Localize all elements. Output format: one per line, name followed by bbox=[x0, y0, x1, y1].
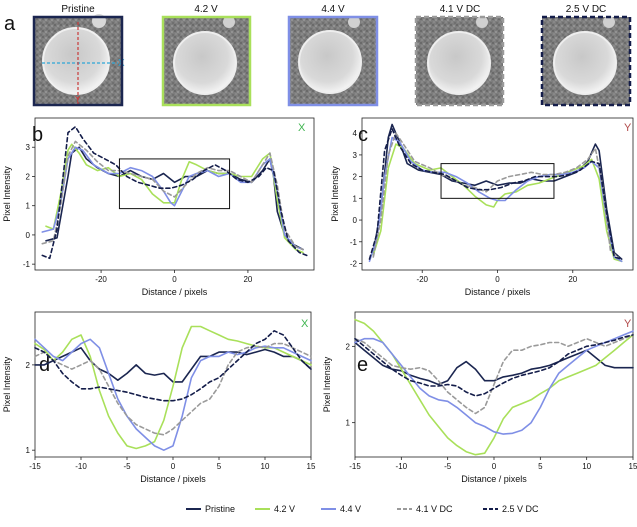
panel-label-b: b bbox=[32, 124, 43, 146]
x-tick-label-d: 5 bbox=[217, 462, 222, 471]
legend-label-pristine: Pristine bbox=[205, 504, 235, 514]
x-tick-label-e: 5 bbox=[538, 462, 543, 471]
y-axis-label-e: Pixel Intensity bbox=[322, 356, 332, 412]
x-tick-label-c: 20 bbox=[568, 275, 577, 284]
image-title-4-1v-dc: 4.1 V DC bbox=[440, 4, 481, 15]
image-title-4-4v: 4.4 V bbox=[321, 4, 345, 15]
series-line-v41dc-c bbox=[372, 132, 619, 258]
y-tick-label-c: 4 bbox=[353, 129, 358, 138]
image-4-1v-dc: 4.1 V DC bbox=[414, 4, 505, 107]
corner-label-d: X bbox=[301, 318, 309, 330]
corner-label-e: Y bbox=[624, 318, 632, 330]
x-tick-label-b: 20 bbox=[243, 275, 252, 284]
image-2-5v-dc: 2.5 V DC bbox=[540, 4, 632, 107]
x-tick-label-d: -15 bbox=[29, 462, 41, 471]
x-axis-label-b: Distance / pixels bbox=[142, 287, 208, 297]
legend-label-v41dc: 4.1 V DC bbox=[416, 504, 453, 514]
x-tick-label-d: 0 bbox=[171, 462, 176, 471]
y-tick-label-e: 1 bbox=[346, 419, 351, 428]
series-line-v25dc-e bbox=[354, 334, 634, 397]
x-tick-label-b: 0 bbox=[172, 275, 177, 284]
y-tick-label-d: 2 bbox=[26, 361, 31, 370]
series-line-v42-d bbox=[34, 325, 312, 450]
series-line-v41dc-d bbox=[34, 342, 312, 436]
zoom-box-c bbox=[440, 163, 555, 199]
series-line-pristine-c bbox=[372, 123, 623, 260]
y-tick-label-c: -1 bbox=[350, 238, 358, 247]
x-tick-label-e: 10 bbox=[582, 462, 591, 471]
series-line-v44-b bbox=[41, 146, 304, 251]
chart-panel-c: c -20 0 20 -2 -1 0 1 2 3 4 Distance / pixels Pixel … bbox=[330, 117, 634, 297]
y-tick-label-b: 3 bbox=[26, 143, 31, 152]
x-tick-label-e: 15 bbox=[629, 462, 637, 471]
x-tick-label-d: 15 bbox=[307, 462, 316, 471]
image-4-4v: 4.4 V bbox=[287, 4, 379, 107]
x-axis-label-c: Distance / pixels bbox=[465, 287, 531, 297]
legend-label-v44: 4.4 V bbox=[340, 504, 361, 514]
legend: Pristine 4.2 V 4.4 V 4.1 V DC 2.5 V DC bbox=[186, 504, 539, 514]
y-axis-label-c: Pixel Intensity bbox=[330, 166, 340, 222]
image-pristine: Pristine X Y bbox=[32, 4, 125, 107]
series-line-v44-e bbox=[354, 330, 634, 435]
image-4-2v: 4.2 V bbox=[161, 4, 252, 107]
y-marker-label: Y bbox=[75, 95, 81, 104]
y-tick-label-e: 2 bbox=[346, 342, 351, 351]
series-line-v25dc-c bbox=[368, 128, 623, 260]
y-tick-label-b: -1 bbox=[23, 260, 31, 269]
x-axis-label-e: Distance / pixels bbox=[461, 474, 527, 484]
panel-label-a: a bbox=[4, 13, 16, 35]
image-title-pristine: Pristine bbox=[61, 4, 95, 15]
corner-label-b: X bbox=[298, 122, 306, 134]
x-axis-label-d: Distance / pixels bbox=[140, 474, 206, 484]
legend-label-v25dc: 2.5 V DC bbox=[502, 504, 539, 514]
series-line-v42-e bbox=[354, 318, 634, 456]
series-line-pristine-d bbox=[34, 346, 312, 383]
y-tick-label-b: 2 bbox=[26, 172, 31, 181]
series-line-v25dc-d bbox=[34, 329, 312, 402]
series-line-v41dc-e bbox=[354, 334, 634, 415]
panel-label-c: c bbox=[358, 124, 368, 146]
series-line-v44-c bbox=[368, 136, 623, 263]
image-title-4-2v: 4.2 V bbox=[194, 4, 218, 15]
image-title-2-5v-dc: 2.5 V DC bbox=[566, 4, 607, 15]
plot-frame-c bbox=[361, 117, 634, 271]
x-tick-label-d: 10 bbox=[261, 462, 270, 471]
y-tick-label-c: -2 bbox=[350, 259, 358, 268]
x-tick-label-c: -20 bbox=[416, 275, 428, 284]
panel-label-e: e bbox=[357, 354, 368, 376]
y-tick-label-c: 2 bbox=[353, 173, 358, 182]
y-tick-label-b: 1 bbox=[26, 202, 31, 211]
y-tick-label-c: 1 bbox=[353, 194, 358, 203]
x-tick-label-d: -5 bbox=[123, 462, 131, 471]
x-tick-label-e: -10 bbox=[396, 462, 408, 471]
chart-panel-b: b -20 0 20 -1 0 1 2 3 Distance / pixels Pixel Int… bbox=[2, 117, 315, 297]
plot-frame-b bbox=[34, 117, 315, 271]
y-tick-label-c: 3 bbox=[353, 151, 358, 160]
x-tick-label-e: -5 bbox=[444, 462, 452, 471]
y-tick-label-b: 0 bbox=[26, 231, 31, 240]
y-tick-label-d: 1 bbox=[26, 446, 31, 455]
x-tick-label-e: -15 bbox=[349, 462, 361, 471]
y-axis-label-d: Pixel Intensity bbox=[2, 356, 12, 412]
x-tick-label-e: 0 bbox=[492, 462, 497, 471]
series-line-v25dc-b bbox=[41, 126, 308, 260]
series-line-v41dc-b bbox=[41, 140, 304, 251]
x-tick-label-d: -10 bbox=[75, 462, 87, 471]
series-line-v42-b bbox=[45, 143, 304, 254]
x-tick-label-c: 0 bbox=[495, 275, 500, 284]
chart-panel-e: e -15 -10 -5 0 5 10 15 1 2 Distance / pixels Pixel… bbox=[322, 311, 637, 484]
y-axis-label-b: Pixel Intensity bbox=[2, 166, 12, 222]
y-tick-label-c: 0 bbox=[353, 216, 358, 225]
series-line-v44-d bbox=[34, 338, 312, 452]
legend-label-v42: 4.2 V bbox=[274, 504, 295, 514]
x-tick-label-b: -20 bbox=[95, 275, 107, 284]
corner-label-c: Y bbox=[624, 122, 632, 134]
zoom-box-b bbox=[118, 158, 231, 210]
